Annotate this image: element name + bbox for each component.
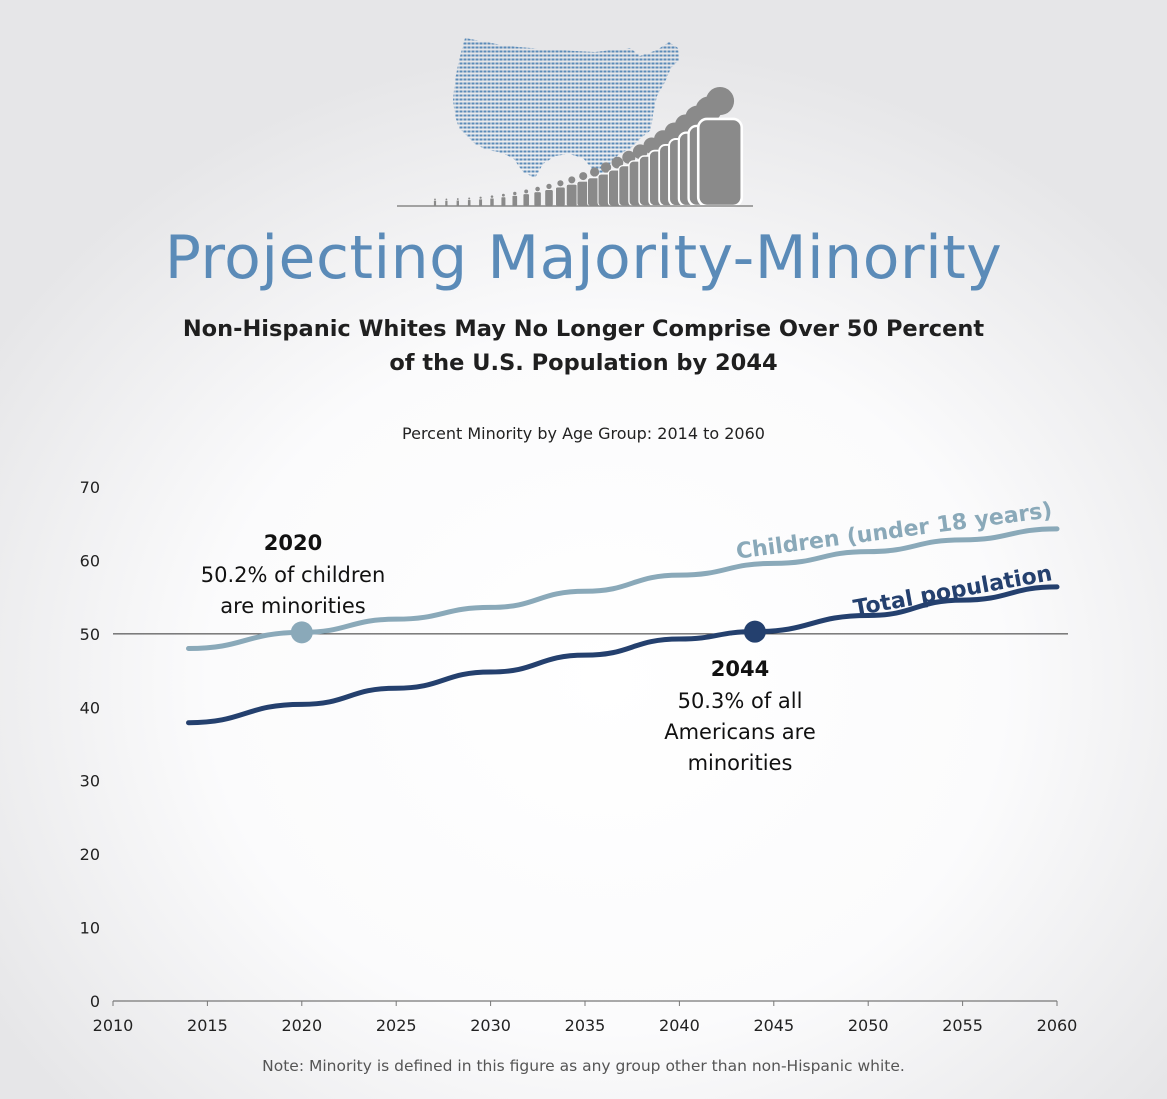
footnote: Note: Minority is defined in this figure…: [262, 1057, 905, 1075]
person-head: [579, 172, 588, 181]
chart-title: Percent Minority by Age Group: 2014 to 2…: [402, 424, 765, 443]
subtitle: Non-Hispanic Whites May No Longer Compri…: [0, 312, 1167, 380]
person-head: [568, 176, 576, 184]
subtitle-line-1: Non-Hispanic Whites May No Longer Compri…: [182, 316, 985, 342]
annotation-text: are minorities: [220, 594, 365, 618]
y-tick-label: 0: [90, 992, 100, 1011]
y-tick-label: 30: [80, 772, 100, 791]
x-tick-label: 2060: [1037, 1016, 1078, 1035]
annotation-text: 50.2% of children: [201, 563, 386, 587]
y-tick-label: 20: [80, 845, 100, 864]
annotations: Children (under 18 years)Total populatio…: [201, 498, 1054, 775]
y-tick-label: 60: [80, 551, 100, 570]
annotation-text: Americans are: [664, 720, 816, 744]
person-head: [524, 189, 529, 194]
person-head: [546, 183, 552, 189]
annotation-year: 2044: [711, 657, 769, 681]
x-tick-label: 2035: [565, 1016, 606, 1035]
person-head: [501, 193, 505, 197]
person-head: [600, 162, 612, 173]
people-row-icon: [433, 86, 744, 208]
person-head: [513, 191, 517, 196]
person-head: [445, 198, 448, 201]
y-tick-label: 70: [80, 478, 100, 497]
subtitle-line-2: of the U.S. Population by 2044: [389, 350, 778, 376]
y-tick-label: 50: [80, 625, 100, 644]
person-head: [479, 196, 482, 199]
person-head: [611, 156, 624, 169]
annotation-marker-2020: [290, 621, 313, 644]
x-tick-label: 2030: [470, 1016, 511, 1035]
person-head: [705, 86, 735, 116]
person-head: [490, 195, 494, 198]
annotation-marker-2044: [743, 620, 766, 643]
person-head: [535, 186, 540, 192]
x-tick-label: 2025: [376, 1016, 417, 1035]
y-tick-label: 40: [80, 698, 100, 717]
x-tick-label: 2040: [659, 1016, 700, 1035]
person-head: [557, 180, 564, 187]
series-label-children: Children (under 18 years): [735, 498, 1054, 565]
y-tick-label: 10: [80, 919, 100, 938]
us-map-icon: [453, 38, 679, 178]
logo: [397, 38, 753, 208]
x-tick-label: 2015: [187, 1016, 228, 1035]
main-title: Projecting Majority-Minority: [164, 223, 1003, 293]
x-tick-label: 2045: [753, 1016, 794, 1035]
x-tick-label: 2020: [281, 1016, 322, 1035]
series-line-total: [186, 584, 1060, 726]
x-tick-label: 2010: [93, 1016, 134, 1035]
person-head: [468, 197, 471, 200]
person-head: [456, 198, 459, 200]
series-line-children: [186, 526, 1060, 652]
axes: 2010 2015 2020 2025 2030 2035 2040 2045 2050 2055…: [80, 478, 1078, 1035]
annotation-text: 50.3% of all: [678, 689, 803, 713]
x-tick-label: 2050: [848, 1016, 889, 1035]
annotation-year: 2020: [264, 531, 322, 555]
person-head: [434, 198, 436, 201]
person-head: [590, 167, 600, 177]
annotation-text: minorities: [688, 751, 793, 775]
series-lines: [186, 526, 1060, 726]
x-tick-label: 2055: [942, 1016, 983, 1035]
